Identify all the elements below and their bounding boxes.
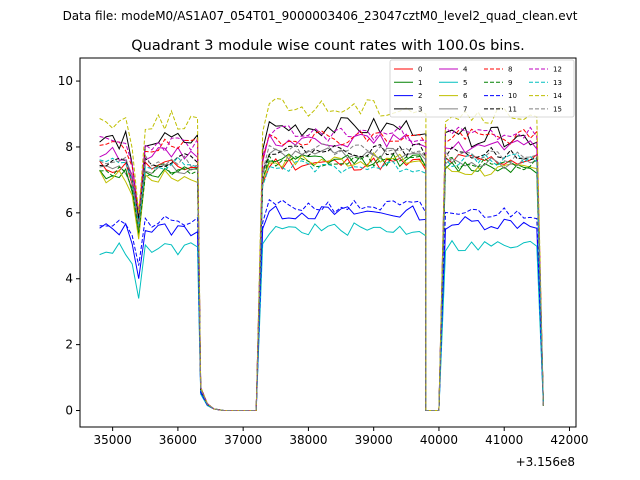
series-line-11 (99, 143, 544, 411)
legend-label: 2 (418, 92, 422, 100)
x-tick-label: 35000 (94, 433, 132, 447)
x-tick-label: 39000 (355, 433, 393, 447)
series-line-12 (99, 125, 544, 411)
series-line-2 (99, 205, 544, 411)
series-line-4 (99, 133, 544, 411)
legend-label: 3 (418, 105, 422, 113)
y-tick-label: 8 (65, 140, 73, 154)
legend-label: 6 (463, 92, 468, 100)
series-line-8 (99, 128, 544, 411)
legend-label: 4 (463, 66, 468, 74)
y-tick-label: 2 (65, 338, 73, 352)
series-line-7 (99, 147, 544, 411)
legend-label: 11 (508, 105, 517, 113)
series-line-0 (99, 153, 544, 411)
x-axis: 35000 36000 37000 38000 39000 40000 41000 42000 (94, 427, 589, 447)
series-lines (99, 97, 544, 411)
legend-label: 0 (418, 66, 422, 74)
x-tick-label: 37000 (224, 433, 262, 447)
x-tick-label: 41000 (485, 433, 523, 447)
legend-label: 8 (508, 66, 512, 74)
x-offset-label: +3.156e8 (516, 455, 575, 469)
y-tick-label: 6 (65, 206, 73, 220)
y-tick-label: 4 (65, 272, 73, 286)
data-file-label: Data file: modeM0/AS1A07_054T01_90000034… (63, 9, 578, 23)
series-line-9 (99, 154, 544, 411)
legend-label: 5 (463, 79, 467, 87)
series-line-10 (99, 198, 544, 411)
y-tick-label: 10 (58, 74, 73, 88)
x-tick-label: 38000 (289, 433, 327, 447)
legend-label: 12 (553, 66, 562, 74)
series-line-13 (99, 153, 544, 411)
legend-label: 7 (463, 105, 467, 113)
legend-label: 10 (508, 92, 517, 100)
legend-label: 14 (553, 92, 562, 100)
x-tick-label: 42000 (550, 433, 588, 447)
legend-label: 9 (508, 79, 512, 87)
series-line-15 (99, 143, 544, 411)
legend-label: 15 (553, 105, 562, 113)
legend-box (389, 59, 575, 118)
series-line-6 (99, 151, 544, 411)
chart-title: Quadrant 3 module wise count rates with … (131, 38, 525, 54)
legend-label: 13 (553, 79, 562, 87)
series-line-3 (99, 117, 544, 411)
x-tick-label: 40000 (420, 433, 458, 447)
y-axis: 0 2 4 6 8 10 (58, 74, 80, 418)
plot-frame (79, 57, 577, 428)
series-line-1 (99, 152, 544, 411)
series-line-5 (99, 222, 544, 411)
legend-label: 1 (418, 79, 422, 87)
x-tick-label: 36000 (159, 433, 197, 447)
y-tick-label: 0 (65, 404, 73, 418)
